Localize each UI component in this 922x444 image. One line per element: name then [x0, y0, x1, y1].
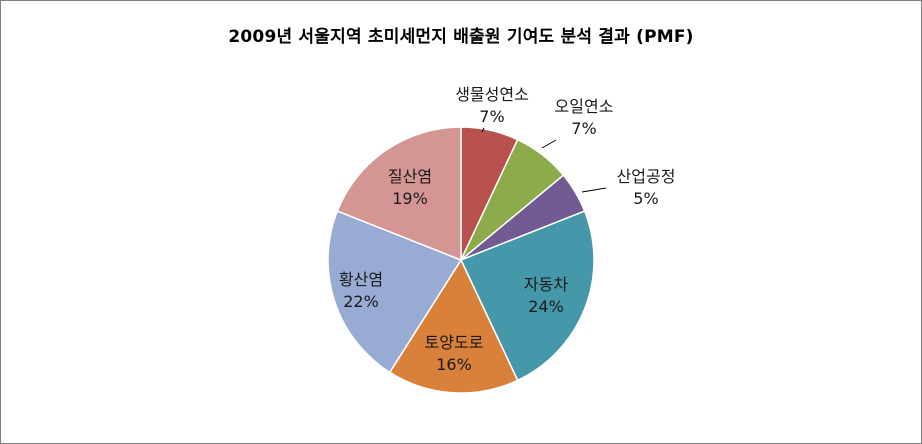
pie-slice-6: [327, 210, 463, 374]
leader-line-1: [481, 127, 485, 133]
slice-value-1: 7%: [479, 107, 504, 126]
chart-title: 2009년 서울지역 초미세먼지 배출원 기여도 분석 결과 (PMF): [228, 27, 694, 47]
slice-value-5: 16%: [436, 355, 472, 374]
leader-line-3: [581, 187, 607, 193]
slice-label-6: 황산염: [339, 270, 383, 289]
slice-value-3: 5%: [633, 189, 658, 208]
slice-value-4: 24%: [528, 297, 564, 316]
slice-label-5: 토양도로: [425, 333, 484, 352]
slice-label-3: 산업공정: [617, 167, 676, 186]
pie-slice-5: [388, 258, 519, 394]
slice-label-1: 생물성연소: [455, 85, 529, 104]
slice-value-6: 22%: [343, 292, 379, 311]
pie-slice-7: [336, 126, 462, 262]
slice-label-7: 질산염: [388, 167, 432, 186]
slice-label-2: 오일연소: [555, 97, 614, 116]
slice-value-7: 19%: [392, 189, 428, 208]
slice-value-2: 7%: [571, 119, 596, 138]
leader-line-2: [541, 139, 557, 149]
slice-label-4: 자동차: [524, 275, 568, 294]
pie-slice-4: [459, 210, 595, 382]
